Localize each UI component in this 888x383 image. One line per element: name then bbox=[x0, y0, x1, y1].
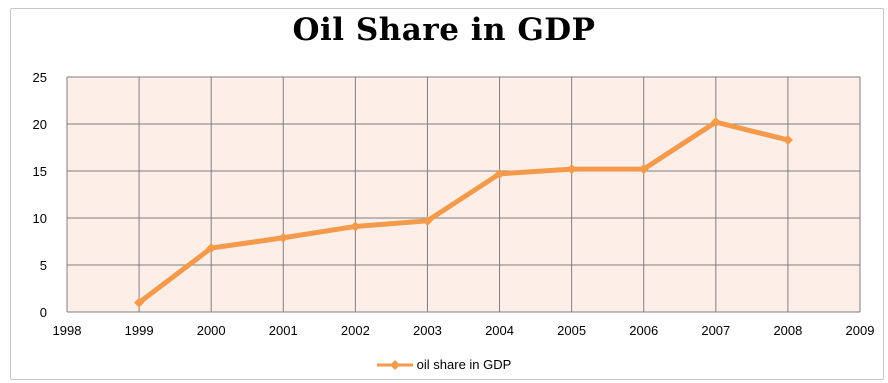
x-tick-label: 2003 bbox=[413, 323, 442, 338]
y-tick-label: 0 bbox=[40, 305, 47, 320]
x-tick-label: 2008 bbox=[773, 323, 802, 338]
data-point bbox=[782, 134, 793, 145]
x-tick-label: 2002 bbox=[341, 323, 370, 338]
x-tick-label: 2000 bbox=[197, 323, 226, 338]
legend-swatch-icon bbox=[376, 359, 413, 370]
y-tick-label: 20 bbox=[33, 117, 47, 132]
x-tick-label: 1999 bbox=[125, 323, 154, 338]
y-tick-label: 15 bbox=[33, 164, 47, 179]
legend: oil share in GDP bbox=[0, 357, 888, 374]
x-tick-label: 2001 bbox=[269, 323, 298, 338]
data-point bbox=[422, 215, 433, 226]
data-point bbox=[494, 168, 505, 179]
data-point bbox=[566, 164, 577, 175]
legend-label: oil share in GDP bbox=[416, 357, 512, 372]
data-point bbox=[638, 164, 649, 175]
x-tick-label: 2005 bbox=[557, 323, 586, 338]
data-point bbox=[350, 221, 361, 232]
x-tick-label: 2007 bbox=[701, 323, 730, 338]
x-tick-label: 1998 bbox=[53, 323, 82, 338]
y-tick-label: 5 bbox=[40, 258, 47, 273]
x-tick-label: 2009 bbox=[846, 323, 875, 338]
x-tick-label: 2006 bbox=[629, 323, 658, 338]
data-point bbox=[206, 243, 217, 254]
chart-title: Oil Share in GDP bbox=[292, 12, 596, 48]
data-point bbox=[278, 232, 289, 243]
data-point bbox=[134, 297, 145, 308]
series-line bbox=[136, 119, 791, 306]
x-tick-label: 2004 bbox=[485, 323, 514, 338]
data-point bbox=[710, 117, 721, 128]
y-tick-label: 10 bbox=[33, 211, 47, 226]
y-tick-label: 25 bbox=[33, 70, 47, 85]
